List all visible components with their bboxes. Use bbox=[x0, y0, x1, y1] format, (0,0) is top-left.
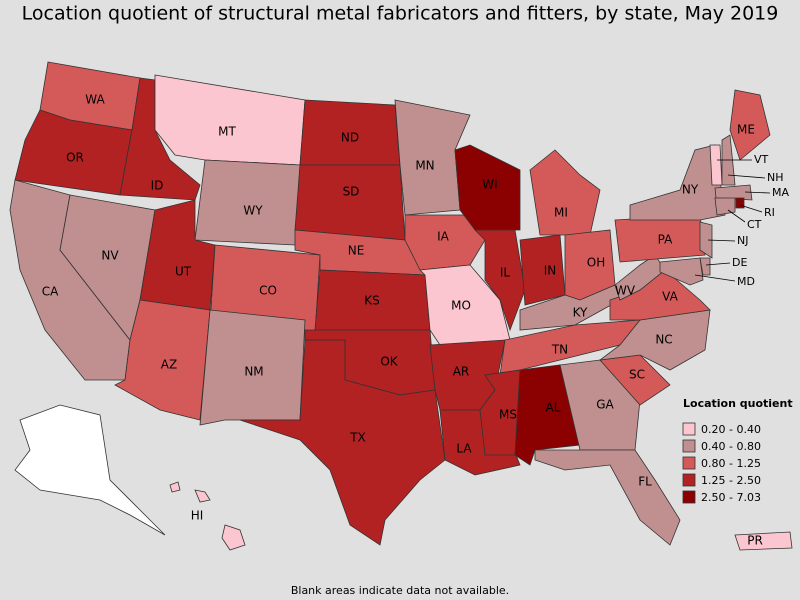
state-shape bbox=[221, 524, 246, 551]
state-label: GA bbox=[596, 398, 614, 412]
state-label: NM bbox=[244, 365, 263, 379]
state-shape bbox=[519, 234, 566, 306]
state-shape bbox=[714, 197, 736, 216]
state-shape bbox=[729, 89, 771, 161]
state-label: NE bbox=[348, 244, 365, 258]
state-label: FL bbox=[638, 475, 652, 489]
legend-swatch bbox=[682, 439, 696, 453]
state-label: IL bbox=[500, 266, 511, 280]
state-label: KS bbox=[364, 294, 380, 308]
state-label: PR bbox=[747, 534, 763, 548]
state-label: HI bbox=[191, 509, 204, 523]
legend-label: 1.25 - 2.50 bbox=[701, 474, 761, 487]
state-shape bbox=[699, 221, 713, 259]
legend-swatch bbox=[682, 456, 696, 470]
state-shape bbox=[294, 164, 406, 241]
legend-swatch bbox=[682, 490, 696, 504]
state-label: NC bbox=[655, 333, 672, 347]
state-shape bbox=[534, 449, 681, 546]
state-label: AL bbox=[546, 401, 561, 415]
state-label: OK bbox=[380, 355, 398, 369]
state-label: WI bbox=[482, 178, 497, 192]
state-label: TN bbox=[551, 343, 568, 357]
state-label: RI bbox=[764, 206, 775, 219]
state-label: VT bbox=[754, 153, 769, 166]
state-label: ND bbox=[341, 131, 359, 145]
state-label: VA bbox=[662, 290, 678, 304]
state-shape bbox=[239, 339, 446, 546]
state-label: WA bbox=[85, 93, 105, 107]
state-label: UT bbox=[175, 265, 192, 279]
state-label: ME bbox=[737, 123, 755, 137]
map-title: Location quotient of structural metal fa… bbox=[22, 3, 779, 25]
leader-line bbox=[744, 191, 771, 194]
state-shape bbox=[169, 481, 181, 493]
legend-title: Location quotient bbox=[683, 397, 793, 410]
state-label: WV bbox=[615, 284, 636, 298]
state-label: LA bbox=[456, 442, 472, 456]
state-label: WY bbox=[243, 204, 263, 218]
state-label: AZ bbox=[161, 358, 177, 372]
state-shape bbox=[735, 197, 745, 209]
state-label: IA bbox=[437, 230, 450, 244]
state-label: PA bbox=[658, 233, 673, 247]
state-label: MS bbox=[499, 408, 517, 422]
leader-line bbox=[707, 239, 736, 242]
state-label: MA bbox=[772, 186, 789, 199]
state-label: NV bbox=[101, 249, 119, 263]
state-label: CA bbox=[42, 285, 59, 299]
leader-line bbox=[739, 204, 763, 213]
state-label: CT bbox=[747, 218, 762, 231]
state-shape bbox=[709, 144, 723, 186]
state-label: KY bbox=[573, 306, 588, 320]
state-shape bbox=[734, 531, 793, 551]
state-label: MT bbox=[218, 125, 236, 139]
state-shape bbox=[194, 159, 301, 246]
legend-label: 2.50 - 7.03 bbox=[701, 491, 761, 504]
legend-label: 0.80 - 1.25 bbox=[701, 457, 761, 470]
state-shape bbox=[454, 144, 521, 231]
legend-label: 0.40 - 0.80 bbox=[701, 440, 761, 453]
state-label: TX bbox=[349, 431, 366, 445]
state-label: DE bbox=[732, 256, 747, 269]
state-label: ID bbox=[151, 179, 164, 193]
state-shape bbox=[14, 404, 166, 536]
state-label: IN bbox=[544, 264, 557, 278]
state-label: SC bbox=[629, 368, 645, 382]
state-label: CO bbox=[259, 284, 277, 298]
state-shape bbox=[474, 229, 526, 332]
state-label: MO bbox=[451, 299, 471, 313]
legend-swatch bbox=[682, 473, 696, 487]
legend: Location quotient 0.20 - 0.40 0.40 - 0.80… bbox=[682, 397, 793, 504]
leader-line bbox=[705, 262, 731, 266]
state-label: MN bbox=[415, 159, 434, 173]
state-shape bbox=[699, 257, 711, 276]
leader-line bbox=[727, 174, 766, 179]
state-label: OH bbox=[587, 256, 605, 270]
state-shape bbox=[714, 184, 753, 201]
footnote: Blank areas indicate data not available. bbox=[291, 584, 509, 597]
state-shape bbox=[194, 489, 211, 503]
state-label: MD bbox=[737, 275, 755, 288]
state-label: NJ bbox=[737, 234, 748, 247]
legend-swatch bbox=[682, 422, 696, 436]
state-label: NY bbox=[682, 183, 699, 197]
state-label: SD bbox=[343, 185, 360, 199]
state-label: OR bbox=[66, 151, 84, 165]
state-shape bbox=[529, 149, 601, 236]
leader-line bbox=[727, 209, 746, 223]
leader-line bbox=[694, 274, 736, 282]
state-label: MI bbox=[554, 206, 568, 220]
state-label: AR bbox=[453, 365, 470, 379]
legend-label: 0.20 - 0.40 bbox=[701, 423, 761, 436]
state-shape bbox=[659, 257, 704, 286]
state-label: NH bbox=[767, 171, 784, 184]
